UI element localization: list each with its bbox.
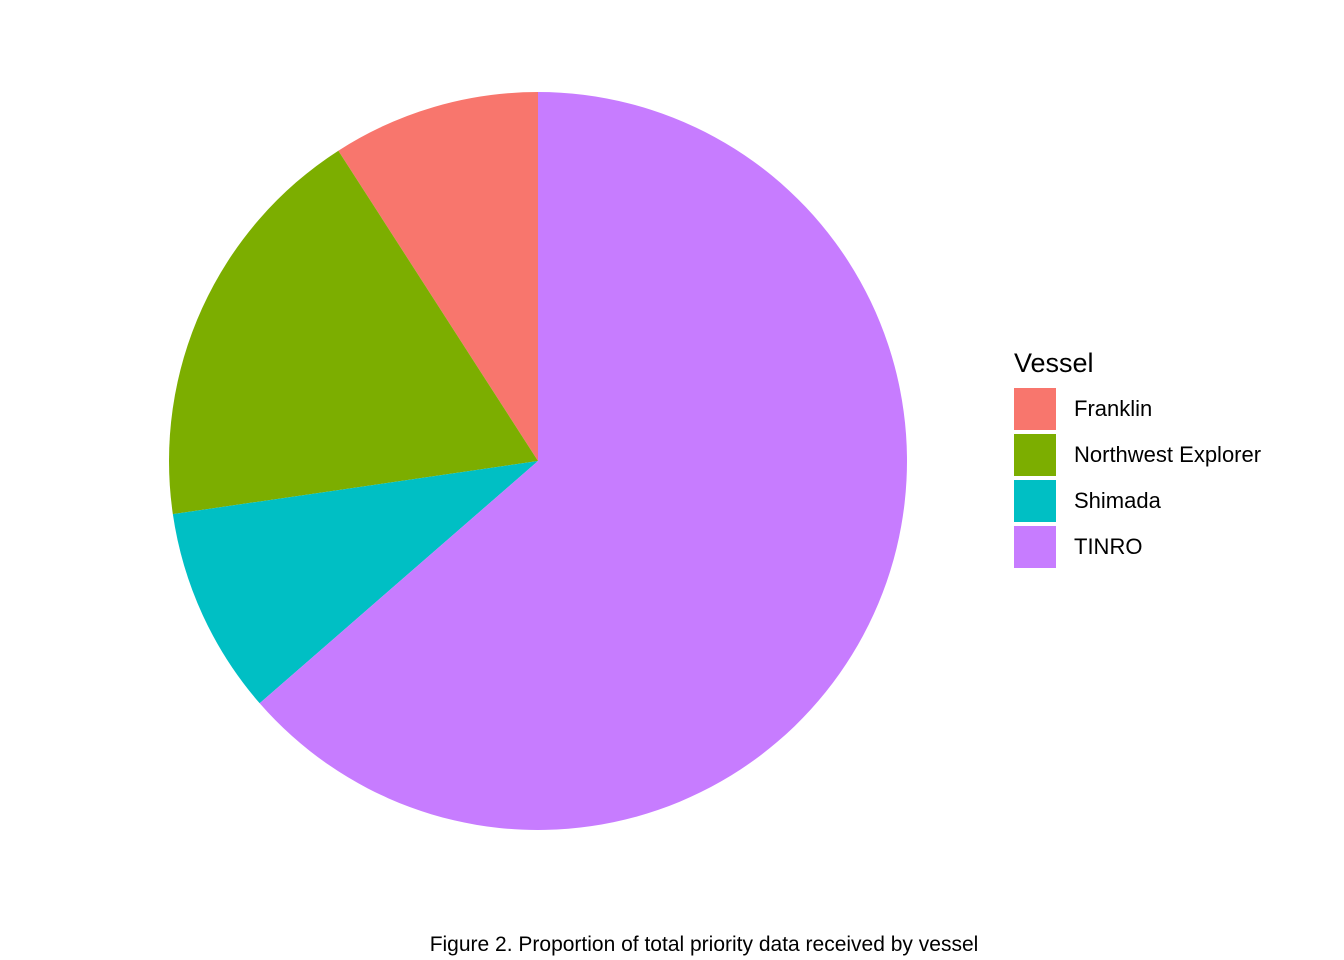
pie-slice-franklin [338,92,538,461]
pie-slice-tinro [259,92,907,831]
legend-item-shimada: Shimada [1014,478,1261,524]
pie-slice-northwest-explorer [169,150,538,515]
legend-label-shimada: Shimada [1074,488,1161,513]
legend-swatch-tinro [1014,526,1056,568]
legend-label-northwest-explorer: Northwest Explorer [1074,442,1262,467]
legend-item-franklin: Franklin [1014,386,1261,432]
legend-item-northwest-explorer: Northwest Explorer [1014,432,1261,478]
figure-caption: Figure 2. Proportion of total priority d… [429,933,979,956]
legend-swatch-northwest-explorer [1014,434,1056,476]
legend: Vessel Franklin Northwest Explorer Shima… [1014,346,1261,570]
legend-title: Vessel [1014,348,1094,378]
legend-label-tinro: TINRO [1074,534,1143,559]
pie-slice-shimada [172,461,538,704]
pie-slices [169,92,907,831]
legend-swatch-franklin [1014,388,1056,430]
legend-item-tinro: TINRO [1014,524,1261,570]
legend-label-franklin: Franklin [1074,396,1153,421]
legend-swatch-shimada [1014,480,1056,522]
